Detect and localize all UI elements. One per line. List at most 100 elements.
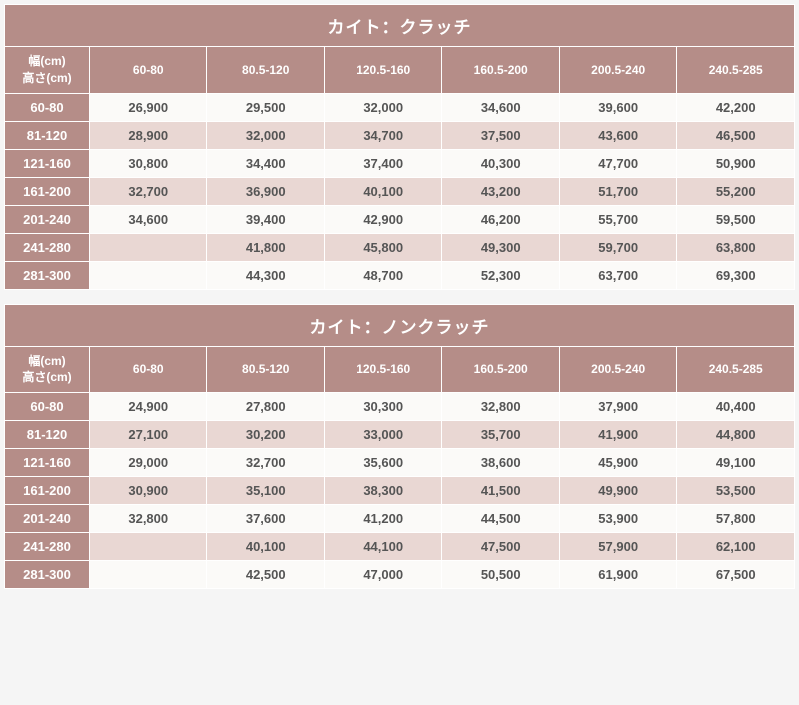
price-cell: 48,700 (324, 261, 441, 289)
price-cell: 55,700 (559, 205, 676, 233)
row-header: 201-240 (5, 505, 90, 533)
price-cell: 42,900 (324, 205, 441, 233)
table-title: カイト：クラッチ (5, 5, 795, 47)
price-cell: 34,700 (324, 121, 441, 149)
price-cell: 55,200 (677, 177, 795, 205)
price-cell: 41,200 (324, 505, 441, 533)
price-cell: 32,700 (207, 449, 324, 477)
price-cell: 49,300 (442, 233, 559, 261)
column-header: 240.5-285 (677, 346, 795, 393)
price-cell: 42,200 (677, 93, 795, 121)
price-cell: 46,500 (677, 121, 795, 149)
price-table-1: カイト：ノンクラッチ幅(cm)高さ(cm)60-8080.5-120120.5-… (4, 304, 795, 590)
price-cell: 30,800 (90, 149, 207, 177)
price-cell: 37,900 (559, 393, 676, 421)
price-cell: 30,300 (324, 393, 441, 421)
price-cell: 49,900 (559, 477, 676, 505)
price-cell: 45,900 (559, 449, 676, 477)
price-cell: 32,700 (90, 177, 207, 205)
price-cell: 63,800 (677, 233, 795, 261)
corner-height-label: 高さ(cm) (22, 370, 71, 384)
table-title: カイト：ノンクラッチ (5, 304, 795, 346)
price-cell: 41,500 (442, 477, 559, 505)
price-cell: 67,500 (677, 561, 795, 589)
price-cell: 35,700 (442, 421, 559, 449)
price-cell: 52,300 (442, 261, 559, 289)
corner-cell: 幅(cm)高さ(cm) (5, 47, 90, 94)
row-header: 281-300 (5, 261, 90, 289)
row-header: 60-80 (5, 393, 90, 421)
price-cell: 62,100 (677, 533, 795, 561)
price-cell: 63,700 (559, 261, 676, 289)
table-row: 281-30042,50047,00050,50061,90067,500 (5, 561, 795, 589)
price-cell: 40,100 (324, 177, 441, 205)
table-row: 121-16030,80034,40037,40040,30047,70050,… (5, 149, 795, 177)
price-cell: 43,600 (559, 121, 676, 149)
price-cell: 44,100 (324, 533, 441, 561)
price-cell: 42,500 (207, 561, 324, 589)
price-cell: 41,900 (559, 421, 676, 449)
price-cell: 44,300 (207, 261, 324, 289)
price-cell: 34,600 (90, 205, 207, 233)
column-header: 200.5-240 (559, 47, 676, 94)
table-row: 241-280 41,80045,80049,30059,70063,800 (5, 233, 795, 261)
price-cell: 59,700 (559, 233, 676, 261)
price-cell: 40,400 (677, 393, 795, 421)
price-cell: 38,300 (324, 477, 441, 505)
column-header: 160.5-200 (442, 47, 559, 94)
price-cell: 29,000 (90, 449, 207, 477)
price-cell: 51,700 (559, 177, 676, 205)
row-header: 201-240 (5, 205, 90, 233)
table-row: 161-20030,90035,10038,30041,50049,90053,… (5, 477, 795, 505)
column-header: 80.5-120 (207, 47, 324, 94)
price-cell: 39,600 (559, 93, 676, 121)
price-cell: 57,900 (559, 533, 676, 561)
price-cell: 53,500 (677, 477, 795, 505)
corner-width-label: 幅(cm) (28, 354, 65, 368)
row-header: 121-160 (5, 449, 90, 477)
column-header: 120.5-160 (324, 47, 441, 94)
price-cell: 30,200 (207, 421, 324, 449)
table-row: 161-20032,70036,90040,10043,20051,70055,… (5, 177, 795, 205)
row-header: 241-280 (5, 233, 90, 261)
table-row: 241-28040,10044,10047,50057,90062,100 (5, 533, 795, 561)
column-header: 60-80 (90, 346, 207, 393)
price-cell: 43,200 (442, 177, 559, 205)
price-cell: 44,800 (677, 421, 795, 449)
row-header: 60-80 (5, 93, 90, 121)
price-cell: 37,500 (442, 121, 559, 149)
price-cell (90, 261, 207, 289)
table-row: 201-24032,80037,60041,20044,50053,90057,… (5, 505, 795, 533)
row-header: 81-120 (5, 421, 90, 449)
price-cell: 50,500 (442, 561, 559, 589)
row-header: 81-120 (5, 121, 90, 149)
price-cell: 61,900 (559, 561, 676, 589)
table-row: 81-12027,10030,20033,00035,70041,90044,8… (5, 421, 795, 449)
price-cell: 59,500 (677, 205, 795, 233)
corner-cell: 幅(cm) 高さ(cm) (5, 346, 90, 393)
price-cell: 53,900 (559, 505, 676, 533)
price-cell: 44,500 (442, 505, 559, 533)
price-cell: 29,500 (207, 93, 324, 121)
price-cell: 34,600 (442, 93, 559, 121)
column-header: 80.5-120 (207, 346, 324, 393)
corner-height-label: 高さ(cm) (22, 71, 71, 85)
column-header: 240.5-285 (677, 47, 795, 94)
row-header: 121-160 (5, 149, 90, 177)
price-cell (90, 561, 207, 589)
price-cell: 24,900 (90, 393, 207, 421)
price-cell: 45,800 (324, 233, 441, 261)
price-cell: 37,600 (207, 505, 324, 533)
price-cell (90, 533, 207, 561)
price-cell: 47,700 (559, 149, 676, 177)
price-cell: 57,800 (677, 505, 795, 533)
price-cell: 41,800 (207, 233, 324, 261)
price-cell: 30,900 (90, 477, 207, 505)
price-cell: 27,800 (207, 393, 324, 421)
price-cell: 49,100 (677, 449, 795, 477)
row-header: 161-200 (5, 477, 90, 505)
price-cell: 38,600 (442, 449, 559, 477)
price-cell: 46,200 (442, 205, 559, 233)
column-header: 60-80 (90, 47, 207, 94)
price-cell: 47,500 (442, 533, 559, 561)
